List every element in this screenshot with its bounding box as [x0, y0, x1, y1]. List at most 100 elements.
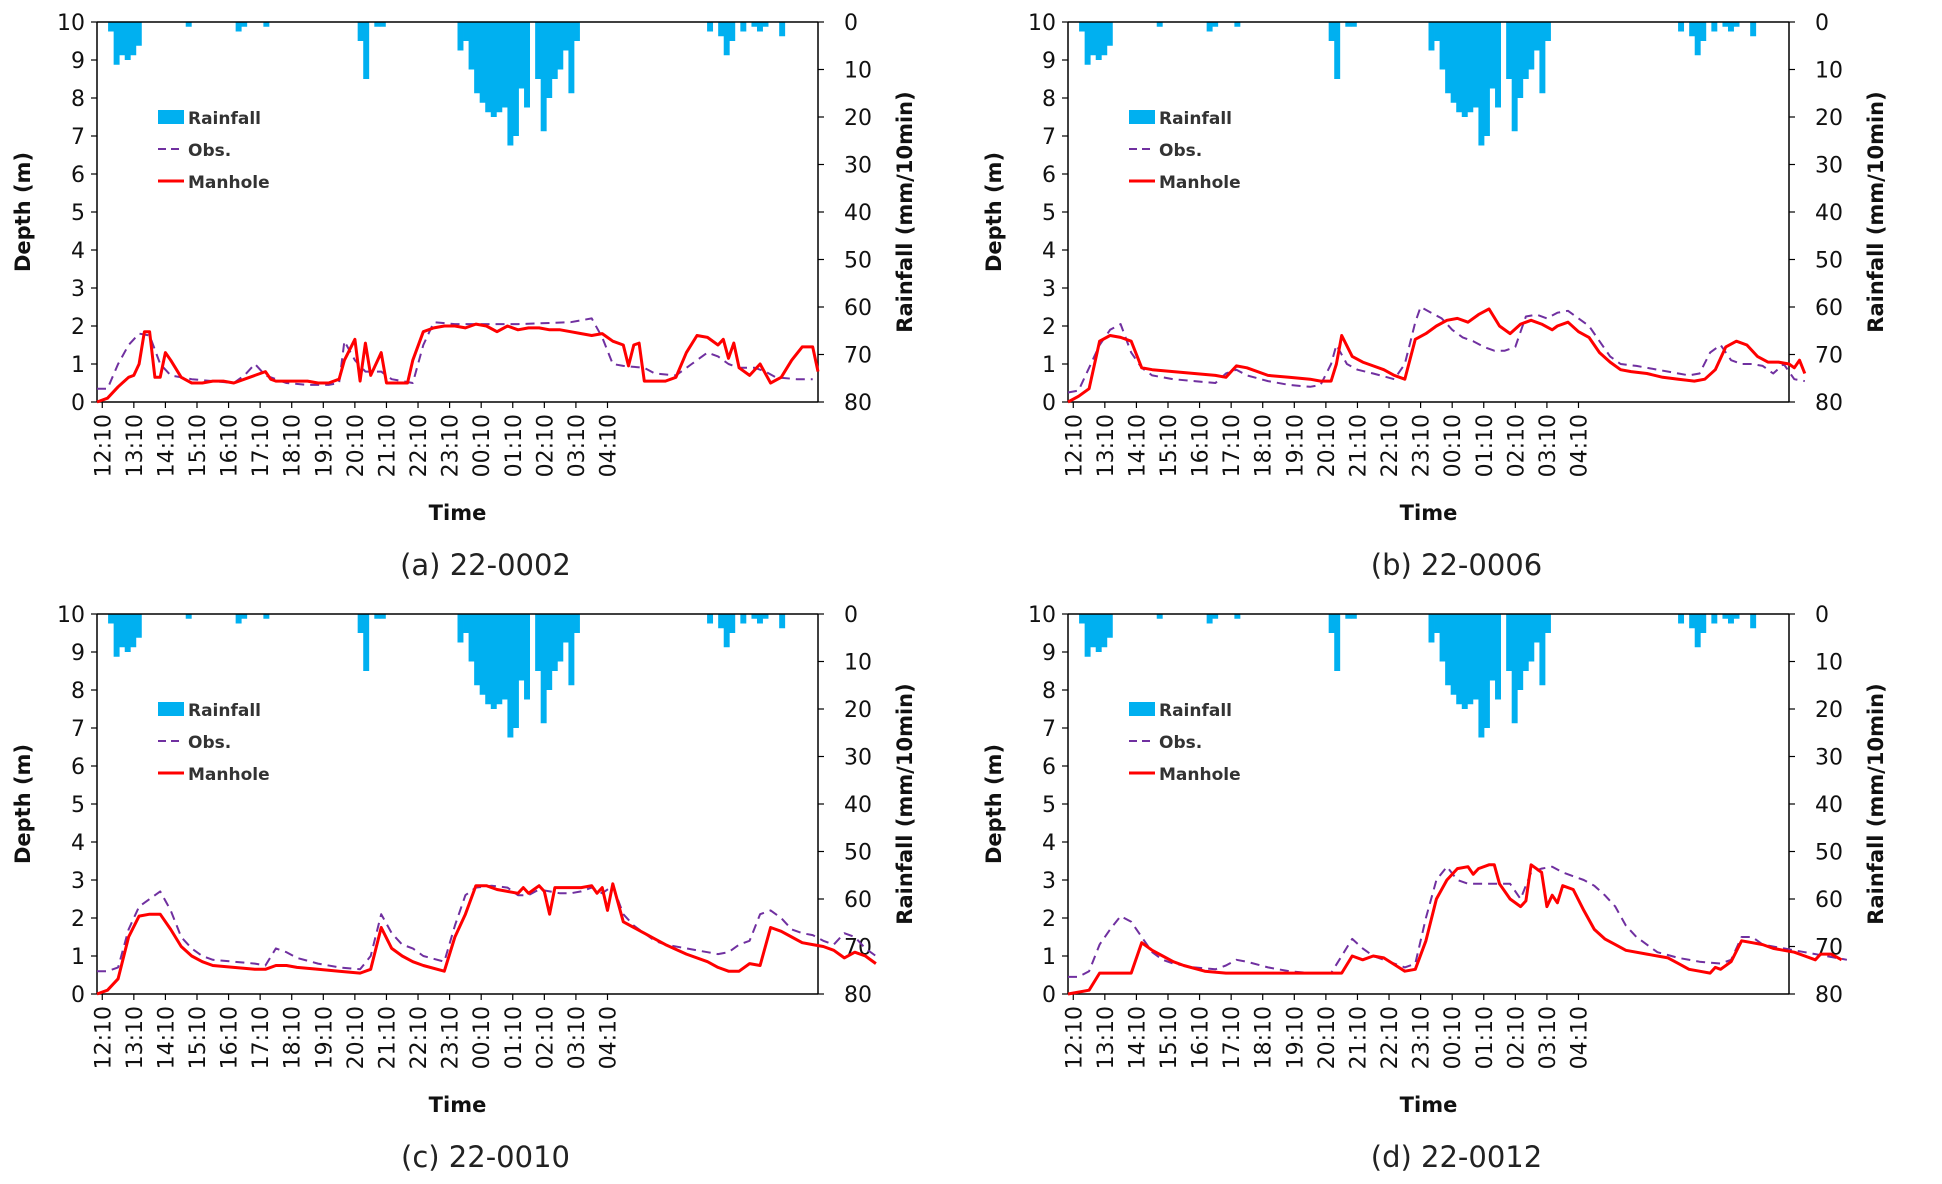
rainfall-bar: [135, 614, 142, 638]
chart-panel-b: 0 1 2 3 4 5 6 7 8 9 10 0 10 20 30 40 50 60 70 80 12:10 13:10 1…: [971, 0, 1942, 592]
y-tick-label: 6: [71, 755, 85, 780]
rainfall-bar: [751, 614, 758, 619]
rainfall-bar: [518, 22, 525, 89]
y2-tick-label: 40: [844, 201, 872, 226]
rainfall-bar: [135, 22, 142, 46]
rainfall-bar: [1090, 614, 1097, 648]
y-tick-label: 2: [1042, 907, 1056, 932]
rainfall-bar: [1428, 614, 1435, 643]
rainfall-bar: [568, 22, 575, 94]
manhole-series-line: [96, 882, 877, 996]
x-tick-label: 04:10: [1568, 1006, 1593, 1069]
rainfall-bar: [1156, 22, 1163, 27]
y-tick-label: 3: [1042, 869, 1056, 894]
rainfall-bar: [524, 22, 530, 108]
x-tick-label: 15:10: [186, 1006, 211, 1069]
x-tick-label: 03:10: [1536, 1006, 1561, 1069]
y2-tick-label: 20: [1815, 698, 1843, 723]
rainfall-bar: [1456, 22, 1463, 113]
y2-tick-label: 70: [1815, 344, 1843, 369]
rainfall-bar: [540, 22, 547, 132]
x-tick-label: 21:10: [1347, 414, 1372, 477]
rainfall-bar: [1445, 22, 1452, 94]
rainfall-bar: [124, 614, 131, 652]
y-tick-label: 1: [1042, 353, 1056, 378]
rainfall-bar: [557, 614, 564, 662]
rainfall-bar: [562, 614, 569, 643]
rainfall-bar: [1750, 22, 1757, 37]
rainfall-bar: [718, 614, 725, 629]
rainfall-bar: [1727, 614, 1734, 624]
y2-tick-label: 50: [1815, 841, 1843, 866]
x-tick-label: 18:10: [1252, 414, 1277, 477]
rainfall-bar: [1544, 614, 1551, 633]
rainfall-bar: [1539, 22, 1546, 94]
y-tick-label: 9: [71, 641, 85, 666]
obs-series-line: [97, 317, 813, 390]
x-tick-label: 02:10: [1504, 1006, 1529, 1069]
y-tick-label: 5: [1042, 201, 1056, 226]
rainfall-bar: [1511, 614, 1518, 724]
x-tick-label: 13:10: [123, 414, 148, 477]
x-tick-label: 17:10: [1220, 414, 1245, 477]
rainfall-bar: [535, 22, 542, 79]
x-tick-label: 20:10: [344, 414, 369, 477]
manhole-series-line: [1067, 863, 1843, 996]
x-tick-label: 03:10: [565, 414, 590, 477]
rainfall-bar: [762, 22, 769, 27]
rainfall-bar: [119, 22, 126, 56]
manhole-series-line: [96, 322, 820, 404]
y2-tick-label: 30: [844, 154, 872, 179]
rainfall-bar: [512, 22, 519, 136]
x-tick-label: 01:10: [1473, 1006, 1498, 1069]
y2-tick-label: 40: [1815, 201, 1843, 226]
rainfall-bar: [1234, 614, 1241, 619]
y-tick-label: 3: [71, 869, 85, 894]
rainfall-bar: [779, 614, 786, 629]
legend-rainfall-label: Rainfall: [188, 109, 261, 129]
rainfall-bar: [507, 614, 514, 738]
rainfall-bar: [535, 614, 542, 671]
x-tick-label: 18:10: [1252, 1006, 1277, 1069]
y2-tick-label: 60: [1815, 296, 1843, 321]
x-tick-label: 23:10: [1410, 1006, 1435, 1069]
rainfall-bar: [1456, 614, 1463, 705]
rainfall-bar: [1483, 614, 1490, 728]
rainfall-bar: [1434, 614, 1440, 633]
x-tick-label: 18:10: [281, 1006, 306, 1069]
rainfall-bar: [1101, 614, 1108, 648]
rainfall-bar: [1234, 22, 1241, 27]
y-tick-label: 2: [71, 907, 85, 932]
x-tick-label: 13:10: [1094, 1006, 1119, 1069]
y2-tick-label: 80: [844, 983, 872, 1008]
rainfall-bar: [1428, 22, 1435, 51]
x-tick-label: 19:10: [312, 414, 337, 477]
x-tick-label: 22:10: [1378, 414, 1403, 477]
x-tick-label: 17:10: [249, 1006, 274, 1069]
legend-manhole-label: Manhole: [188, 173, 270, 193]
rainfall-bar: [1467, 22, 1474, 113]
x-tick-label: 04:10: [597, 414, 622, 477]
x-tick-label: 12:10: [1062, 414, 1087, 477]
rainfall-bar: [568, 614, 575, 686]
y2-tick-label: 40: [1815, 793, 1843, 818]
y2-tick-label: 20: [844, 698, 872, 723]
y2-tick-label: 50: [1815, 249, 1843, 274]
y-tick-label: 6: [1042, 755, 1056, 780]
y-tick-label: 5: [1042, 793, 1056, 818]
rainfall-bar: [374, 614, 381, 619]
rainfall-bar: [479, 22, 486, 103]
chart-caption: (a) 22-0002: [400, 548, 571, 582]
y-axis-title: Depth (m): [982, 744, 1006, 864]
x-tick-label: 18:10: [281, 414, 306, 477]
y-tick-label: 1: [71, 945, 85, 970]
y-tick-label: 0: [71, 983, 85, 1008]
rainfall-bar: [512, 614, 519, 728]
y2-tick-label: 10: [1815, 59, 1843, 84]
y2-tick-label: 80: [1815, 983, 1843, 1008]
y-tick-label: 10: [1028, 603, 1056, 628]
rainfall-bar: [1461, 614, 1468, 709]
rainfall-bar: [1711, 22, 1718, 32]
rainfall-bar: [1472, 22, 1479, 108]
